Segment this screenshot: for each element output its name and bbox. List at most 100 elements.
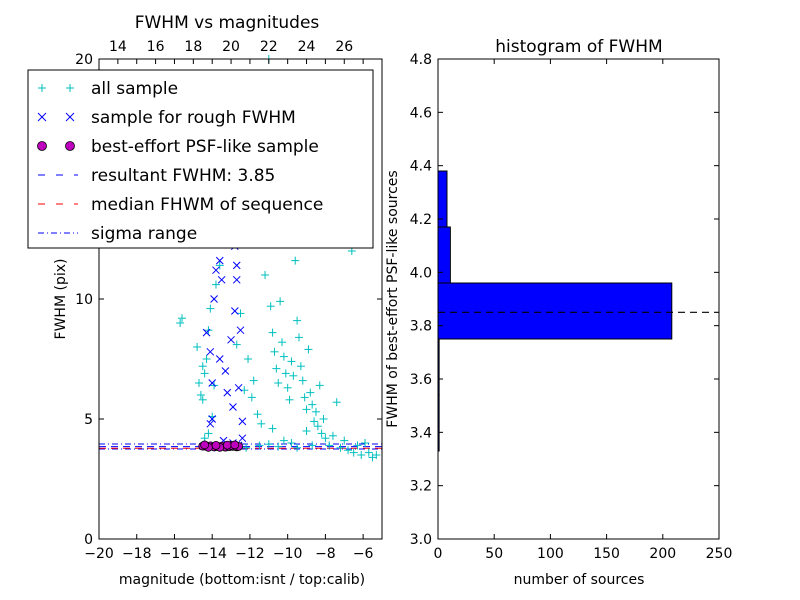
hist-y-tick-label: 4.8 [410,52,432,68]
rough-fwhm-point [215,256,224,265]
all-sample-point [293,316,302,325]
all-sample-point [274,442,283,451]
legend-item: sigma range [38,224,197,244]
legend-cross-b [37,112,47,122]
legend-label: sigma range [91,224,197,244]
all-sample-point [178,314,187,323]
legend: all sample sample for rough FWHM best-effo… [27,69,374,249]
cross-b [202,328,211,337]
rough-fwhm-point [215,355,224,363]
cross-b [212,266,220,275]
histogram-y-axis: 3.0 3.2 3.4 3.6 3.8 4.0 4.2 4.4 4.6 4.8 [410,52,719,548]
hist-y-tick-label: 3.2 [410,479,432,495]
hist-y-tick-label: 3.0 [410,532,432,548]
all-sample-point [319,415,328,423]
all-sample-point [328,431,337,440]
hist-y-tick-label: 3.4 [410,425,432,441]
top-tick-label: 22 [260,39,278,55]
histogram-xlabel: number of sources [514,572,645,588]
all-sample-point [198,395,207,404]
all-sample-point [253,410,262,419]
x-tick-label: −6 [353,546,374,562]
x-tick-label: −14 [197,546,227,562]
cross-b [230,307,239,315]
all-sample-point [364,448,373,457]
y-tick-label: 10 [75,292,93,308]
all-sample-point [281,369,290,378]
cross-b [208,379,217,387]
x-tick-label: −20 [84,546,114,562]
all-sample-point [300,393,309,402]
psf-like-point [230,440,240,450]
rough-fwhm-point [208,415,217,423]
cross-b [232,261,241,270]
cross-b [215,355,224,363]
cross-b [210,295,218,303]
rough-fwhm-point [210,295,218,303]
all-sample-point [268,328,277,337]
all-sample-point [336,443,345,452]
legend-item: all sample [38,79,178,99]
all-sample-point [298,376,307,385]
rough-fwhm-point [238,417,247,426]
all-sample-point [321,434,330,443]
legend-label: resultant FWHM: 3.85 [91,166,275,186]
all-sample-point [257,419,266,428]
all-sample-point [340,436,349,445]
all-sample-point [293,443,302,452]
all-sample-point [287,357,296,366]
all-sample-point [361,439,370,447]
x-axis-top: 14 16 18 20 22 24 26 [109,39,353,64]
x-tick-label: −16 [160,546,190,562]
histogram-x-axis: 0 50 100 150 200 250 [434,59,732,562]
y-tick-label: 5 [84,412,93,428]
all-sample-point [349,448,358,457]
all-sample-point [325,441,334,450]
rough-fwhm-point [206,347,215,356]
top-tick-label: 26 [335,39,353,55]
hist-x-tick-label: 50 [485,546,503,562]
all-sample-point [310,417,319,426]
all-sample-point [332,398,341,407]
all-sample-point [232,340,241,349]
all-sample-point [198,362,207,371]
legend-item: median FHWM of sequence [38,195,323,215]
legend-item: resultant FWHM: 3.85 [38,166,275,186]
top-tick-label: 14 [109,39,127,55]
x-tick-label: −18 [122,546,152,562]
reference-lines [99,443,382,450]
legend-cross-b [65,112,75,122]
rough-fwhm-point [208,379,217,387]
all-sample-point [266,302,275,311]
all-sample-point [206,304,215,313]
all-sample-point [304,345,313,354]
psf-like-point [200,440,210,450]
legend-label: all sample [91,79,178,99]
cross-b [206,347,215,356]
cross-b [215,256,224,265]
hist-x-tick-label: 200 [649,546,676,562]
scatter-ylabel: FWHM (pix) [53,259,69,340]
all-sample-point [193,343,202,351]
all-sample-point [291,256,300,265]
all-sample-point [306,388,315,397]
all-sample-point [200,369,209,378]
all-sample-point [317,429,326,438]
psf-like-point [211,440,221,450]
all-sample-point [294,333,303,342]
cross-b [227,335,235,344]
hist-x-tick-label: 0 [434,546,443,562]
all-sample-point [194,379,203,387]
legend-item: best-effort PSF-like sample [37,137,319,157]
all-sample-point [272,364,281,373]
x-tick-label: −12 [235,546,265,562]
legend-label: median FHWM of sequence [91,195,323,215]
all-sample-point [283,383,292,392]
all-sample-point [278,338,287,347]
rough-fwhm-point [212,266,220,275]
all-sample-point [211,280,220,289]
x-tick-label: −8 [315,546,336,562]
cross-b [232,275,241,284]
histogram-ylabel: FWHM of best-effort PSF-like sources [385,170,401,427]
